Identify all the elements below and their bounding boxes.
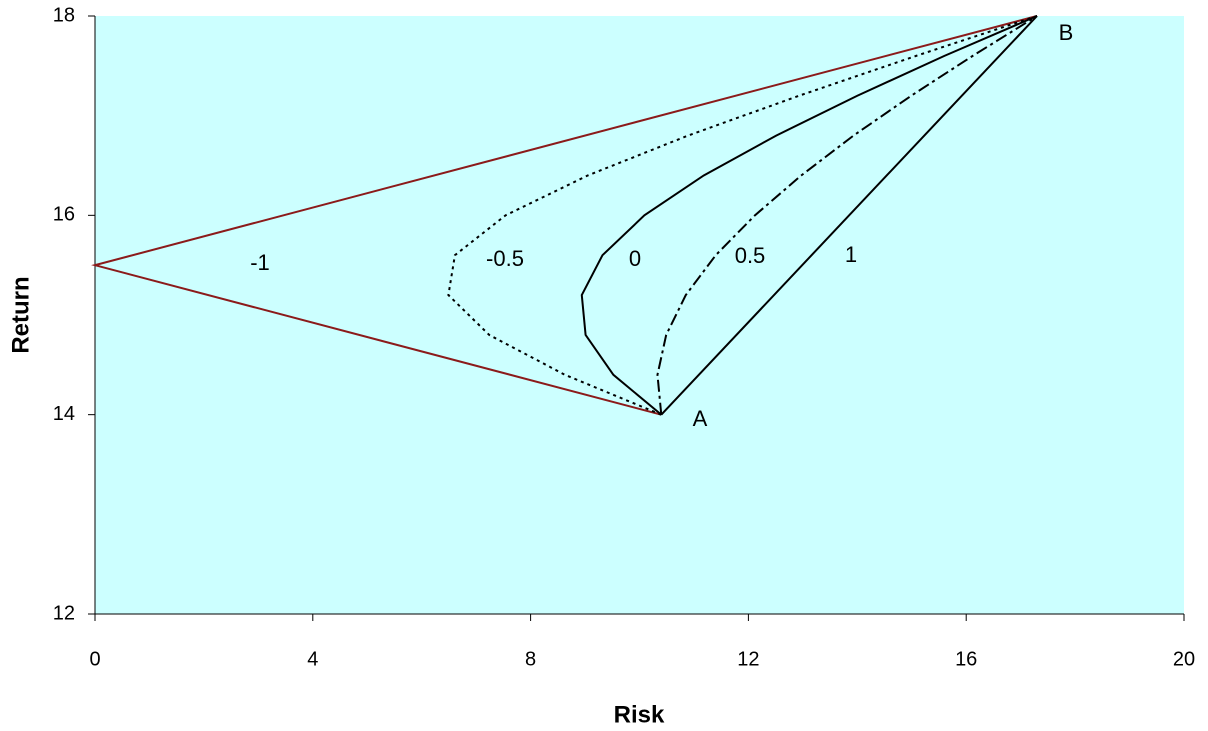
x-tick-label: 12 xyxy=(737,648,759,670)
plot-area xyxy=(95,16,1184,614)
x-axis-title: Risk xyxy=(614,701,665,728)
series-label: -0.5 xyxy=(486,246,524,271)
y-tick-label: 14 xyxy=(53,403,75,425)
series-label: 1 xyxy=(845,242,857,267)
series-line xyxy=(656,15,1038,415)
series-label: -1 xyxy=(250,250,270,275)
y-tick-label: 16 xyxy=(53,204,75,226)
y-axis-title: Return xyxy=(7,276,34,353)
series-line xyxy=(91,15,1038,416)
y-tick-label: 18 xyxy=(53,4,75,26)
series-line xyxy=(580,15,1038,416)
x-tick-label: 16 xyxy=(955,648,977,670)
y-tick-label: 12 xyxy=(53,602,75,624)
x-tick-label: 8 xyxy=(525,648,536,670)
series-label: 0 xyxy=(629,246,641,271)
x-tick-label: 4 xyxy=(307,648,318,670)
x-tick-label: 0 xyxy=(89,648,100,670)
series-line xyxy=(447,15,1038,416)
point-label: A xyxy=(693,406,708,431)
x-tick-label: 20 xyxy=(1173,648,1195,670)
series-line xyxy=(660,15,1038,416)
point-label: B xyxy=(1059,20,1074,45)
series-label: 0.5 xyxy=(735,243,766,268)
